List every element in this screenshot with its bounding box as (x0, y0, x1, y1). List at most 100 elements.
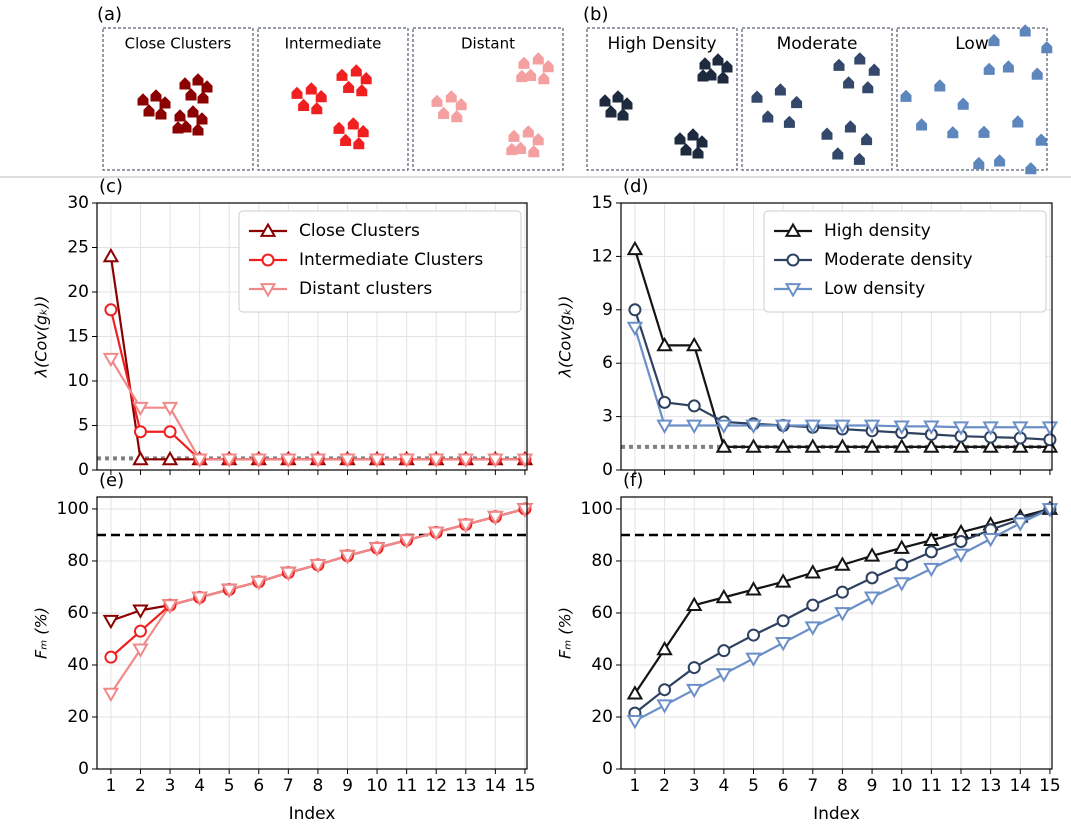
marker (685, 596, 703, 612)
x-tick-label: 3 (689, 776, 700, 796)
icon (821, 127, 833, 140)
x-tick-label: 10 (366, 776, 388, 796)
icon (861, 132, 873, 146)
icon (833, 58, 845, 71)
marker (339, 549, 356, 565)
marker (804, 438, 822, 453)
marker (1012, 438, 1029, 453)
marker (658, 395, 672, 409)
icon (599, 94, 611, 107)
icon (516, 69, 528, 83)
marker (104, 303, 118, 317)
icon (699, 57, 711, 70)
x-tick-label: 2 (659, 776, 670, 796)
icon (340, 133, 352, 146)
marker (133, 624, 147, 638)
marker (309, 558, 327, 574)
icon (356, 84, 368, 97)
marker (132, 643, 149, 658)
y-tick-label: 60 (591, 603, 613, 623)
icon (333, 121, 345, 134)
box-title: Intermediate (285, 35, 382, 53)
icon (762, 110, 774, 123)
marker (834, 556, 851, 571)
marker (952, 438, 970, 453)
icon (1031, 67, 1043, 80)
marker (715, 588, 733, 604)
marker (863, 591, 881, 606)
illustration-box (412, 27, 564, 171)
marker (487, 453, 504, 468)
marker (893, 577, 910, 592)
icon (159, 96, 171, 109)
x-tick-label: 1 (630, 776, 641, 796)
marker (104, 650, 118, 664)
legend-marker (261, 253, 275, 267)
marker (163, 425, 177, 439)
marker (717, 644, 731, 658)
marker (685, 683, 703, 699)
marker (834, 607, 851, 622)
x-tick-label: 9 (342, 776, 353, 796)
icon (353, 137, 365, 150)
marker (715, 419, 733, 435)
marker (656, 336, 673, 352)
legend-box (763, 210, 1047, 313)
marker (776, 614, 790, 628)
box-title: High Density (607, 34, 716, 54)
marker (745, 419, 762, 435)
x-tick-label: 4 (194, 776, 205, 796)
y-tick-label: 100 (581, 499, 613, 519)
icon (506, 142, 518, 156)
marker (132, 401, 149, 417)
icon (508, 129, 520, 142)
icon (445, 90, 457, 103)
y-tick-label: 80 (67, 551, 89, 571)
marker (923, 562, 940, 578)
marker (626, 685, 644, 700)
icon (522, 125, 534, 138)
marker (161, 599, 179, 614)
icon (196, 112, 208, 125)
icon (174, 109, 186, 122)
marker (745, 652, 762, 667)
marker (865, 571, 879, 585)
legend-label: Intermediate Clusters (299, 250, 483, 270)
box-title: Close Clusters (125, 35, 232, 53)
icon (934, 79, 946, 92)
legend-label: Distant clusters (299, 279, 432, 299)
icon (532, 52, 544, 65)
marker (893, 420, 910, 435)
legend-marker (259, 222, 277, 237)
x-tick-label: 11 (396, 776, 418, 796)
x-tick-label: 1 (105, 776, 116, 796)
x-tick-label: 7 (283, 776, 294, 796)
x-tick-label: 12 (950, 776, 972, 796)
legend-marker (784, 222, 802, 237)
x-tick-label: 10 (891, 776, 913, 796)
icon (518, 56, 530, 69)
icon (150, 89, 162, 102)
y-tick-label: 60 (67, 603, 89, 623)
marker (804, 419, 822, 435)
icon (1012, 115, 1024, 128)
illustration-box (896, 27, 1048, 171)
icon (947, 126, 959, 139)
icon (957, 97, 969, 110)
icon (612, 90, 624, 103)
x-tick-label: 15 (1039, 776, 1061, 796)
marker (280, 453, 297, 468)
marker (626, 240, 644, 256)
y-tick-label: 0 (78, 460, 89, 480)
icon (1002, 60, 1014, 73)
y-tick-label: 0 (78, 759, 89, 779)
icon (751, 90, 763, 103)
marker (804, 621, 822, 636)
icon (336, 68, 348, 81)
marker (715, 668, 733, 683)
plot-frame (96, 202, 528, 471)
x-tick-label: 6 (253, 776, 264, 796)
marker (687, 399, 701, 413)
marker (1041, 503, 1059, 518)
